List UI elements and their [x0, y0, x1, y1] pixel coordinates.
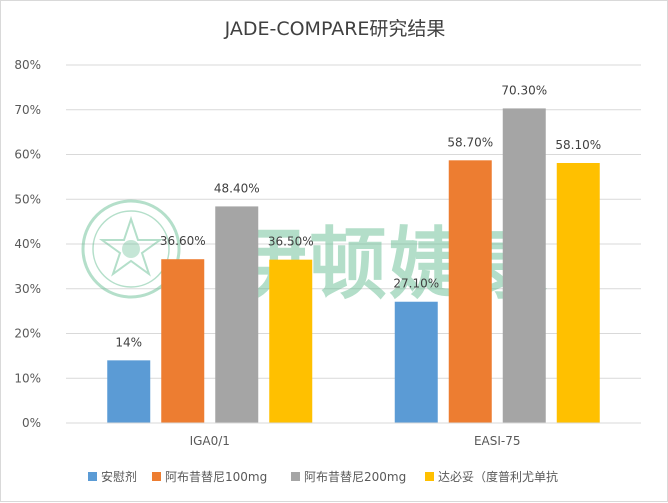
y-tick-label: 0% — [22, 416, 41, 430]
y-tick-label: 80% — [14, 58, 41, 72]
category-labels: IGA0/1 EASI-75 — [190, 434, 521, 448]
y-tick-label: 50% — [14, 192, 41, 206]
y-tick-label: 30% — [14, 282, 41, 296]
legend: 安慰剂 阿布昔替尼100mg 阿布昔替尼200mg 达必妥（度普利尤单抗 — [88, 469, 558, 484]
y-tick-label: 60% — [14, 148, 41, 162]
data-label: 27.10% — [393, 277, 439, 291]
data-labels: 14% 36.60% 48.40% 36.50% 27.10% 58.70% 70.30% 5… — [115, 83, 601, 349]
category-label: IGA0/1 — [190, 434, 230, 448]
bar — [502, 108, 546, 423]
y-tick-label: 40% — [14, 237, 41, 251]
bar — [394, 301, 438, 423]
bar — [107, 360, 151, 423]
legend-label: 阿布昔替尼200mg — [304, 470, 406, 484]
legend-label: 阿布昔替尼100mg — [165, 470, 267, 484]
data-label: 70.30% — [501, 83, 547, 97]
data-label: 48.40% — [214, 181, 260, 195]
legend-swatch — [152, 472, 161, 481]
data-label: 58.70% — [447, 135, 493, 149]
chart-title: JADE-COMPARE研究结果 — [224, 18, 446, 40]
y-tick-label: 10% — [14, 371, 41, 385]
category-label: EASI-75 — [474, 434, 521, 448]
legend-label: 安慰剂 — [101, 469, 137, 484]
legend-swatch — [88, 472, 97, 481]
bar — [269, 259, 313, 423]
bar — [448, 160, 492, 423]
watermark-seal — [81, 199, 181, 299]
data-label: 14% — [115, 335, 142, 349]
data-label: 36.50% — [268, 235, 314, 249]
legend-swatch — [291, 472, 300, 481]
legend-label: 达必妥（度普利尤单抗 — [438, 469, 558, 484]
data-label: 58.10% — [555, 138, 601, 152]
y-tick-label: 20% — [14, 327, 41, 341]
y-tick-label: 70% — [14, 103, 41, 117]
bar — [556, 163, 600, 423]
legend-swatch — [425, 472, 434, 481]
bars — [107, 108, 600, 423]
bar — [215, 206, 259, 423]
data-label: 36.60% — [160, 234, 206, 248]
y-axis-ticks: 0% 10% 20% 30% 40% 50% 60% 70% 80% — [14, 58, 41, 430]
bar — [161, 259, 205, 423]
